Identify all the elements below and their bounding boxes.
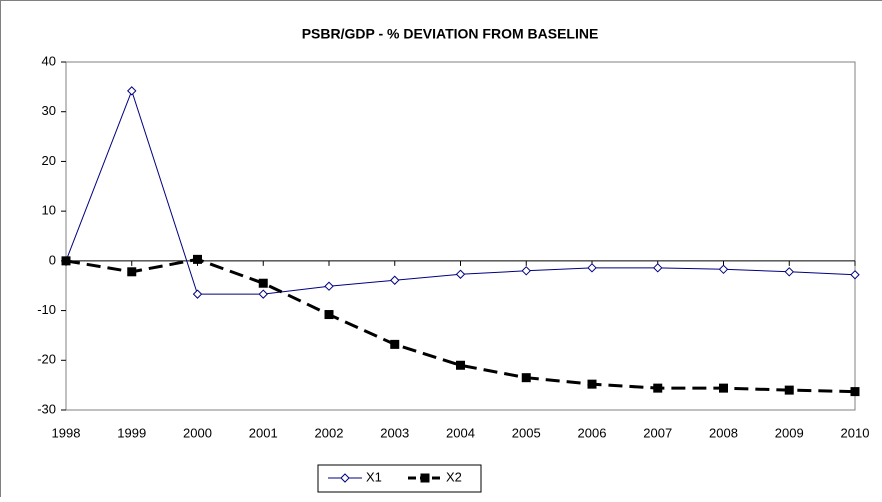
x-tick-label: 2006 — [578, 425, 607, 440]
y-tick-label: -20 — [37, 352, 56, 367]
legend-marker — [421, 474, 430, 483]
x-tick-label: 2010 — [841, 425, 870, 440]
x-tick-label: 2005 — [512, 425, 541, 440]
marker — [653, 384, 662, 393]
y-tick-label: -10 — [37, 302, 56, 317]
legend-label: X2 — [446, 469, 462, 484]
marker — [325, 310, 334, 319]
marker — [522, 373, 531, 382]
y-tick-label: 10 — [42, 203, 56, 218]
marker — [851, 387, 860, 396]
x-tick-label: 2007 — [643, 425, 672, 440]
x-tick-label: 2001 — [249, 425, 278, 440]
marker — [62, 256, 71, 265]
marker — [588, 380, 597, 389]
y-tick-label: 30 — [42, 103, 56, 118]
x-tick-label: 2008 — [709, 425, 738, 440]
legend-label: X1 — [366, 469, 382, 484]
marker — [785, 386, 794, 395]
x-tick-label: 1998 — [52, 425, 81, 440]
y-tick-label: 20 — [42, 153, 56, 168]
x-tick-label: 2000 — [183, 425, 212, 440]
x-tick-label: 2003 — [380, 425, 409, 440]
x-tick-label: 1999 — [117, 425, 146, 440]
marker — [456, 361, 465, 370]
marker — [127, 267, 136, 276]
plot-area — [66, 62, 855, 410]
marker — [719, 384, 728, 393]
marker — [193, 255, 202, 264]
x-tick-label: 2009 — [775, 425, 804, 440]
marker — [259, 279, 268, 288]
y-tick-label: 40 — [42, 53, 56, 68]
y-tick-label: 0 — [49, 252, 56, 267]
x-tick-label: 2004 — [446, 425, 475, 440]
x-tick-label: 2002 — [315, 425, 344, 440]
chart-title: PSBR/GDP - % DEVIATION FROM BASELINE — [302, 26, 599, 42]
marker — [390, 340, 399, 349]
y-tick-label: -30 — [37, 401, 56, 416]
